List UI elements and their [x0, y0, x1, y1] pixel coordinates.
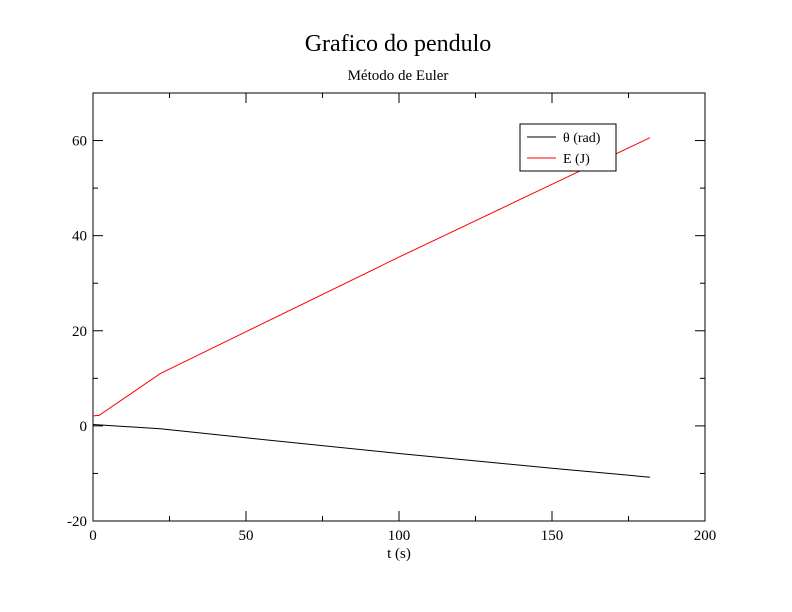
x-axis-ticks: 0 50 100 150 200: [89, 93, 716, 544]
y-tick-label: -20: [67, 514, 87, 530]
series-line-energy: [92, 137, 651, 417]
x-axis-label: t (s): [387, 546, 411, 562]
x-tick-label: 200: [694, 528, 717, 544]
y-tick-label: 20: [72, 324, 87, 340]
y-tick-label: 0: [80, 419, 88, 435]
series-line-theta: [92, 424, 650, 478]
legend: θ (rad) E (J): [519, 123, 617, 172]
x-tick-label: 150: [541, 528, 564, 544]
y-tick-label: 40: [72, 229, 87, 245]
x-tick-label: 0: [89, 528, 97, 544]
series-layer: [92, 137, 651, 478]
legend-label: θ (rad): [563, 131, 601, 146]
x-tick-label: 100: [388, 528, 411, 544]
x-tick-label: 50: [239, 528, 254, 544]
y-tick-label: 60: [72, 134, 87, 150]
chart-subtitle: Método de Euler: [348, 68, 449, 84]
y-axis-ticks: -20 0 20 40 60: [67, 92, 705, 530]
chart-title: Grafico do pendulo: [305, 31, 492, 57]
legend-label: E (J): [563, 152, 590, 167]
legend-box: [519, 123, 617, 172]
